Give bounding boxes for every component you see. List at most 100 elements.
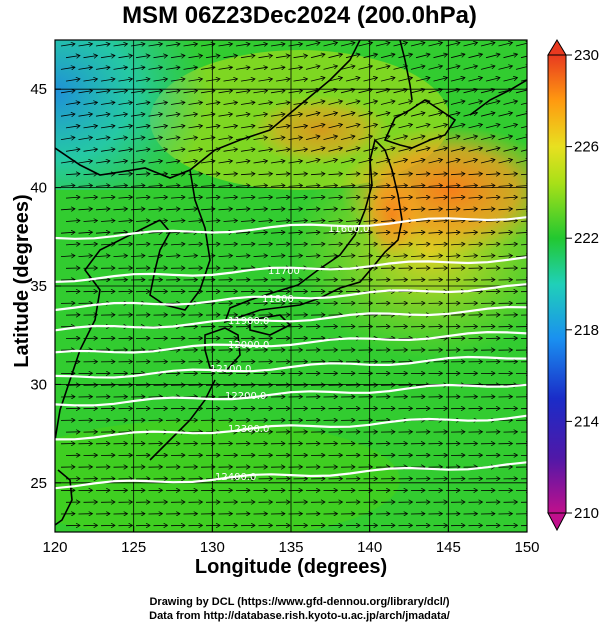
wind-vector [188,197,203,198]
contour-label: 12400.0 [215,472,256,483]
wind-vector [340,232,355,233]
wind-vector [375,185,390,186]
wind-vector [468,148,483,152]
wind-vector [345,197,360,198]
wind-vector [450,101,465,105]
x-tick-label: 120 [42,539,67,556]
wind-vector [135,244,150,245]
map-title: MSM 06Z23Dec2024 (200.0hPa) [122,2,477,29]
wind-vector [428,209,443,210]
wind-vector [83,197,98,198]
x-tick-label: 140 [357,539,382,556]
wind-vector [428,256,443,257]
wind-vector [323,256,338,257]
wind-vector [515,113,527,117]
wind-vector [328,174,343,175]
wind-vector [95,161,110,163]
wind-vector [83,102,98,104]
wind-vector [398,244,413,245]
wind-vector [415,197,430,198]
wind-vector [223,149,238,151]
wind-vector [288,185,303,186]
coastline-kyushu [204,327,241,373]
wind-vector [253,256,268,257]
y-tick-label: 25 [30,475,47,492]
wind-vector [288,44,303,46]
wind-vector [450,221,465,222]
wind-vector [380,221,395,222]
wind-vector [240,56,255,58]
wind-vector [235,209,250,210]
wind-vector [148,44,163,46]
contour-label: 11700 [268,266,300,277]
wind-vector [410,160,425,164]
wind-vector [113,209,128,210]
wind-vector [345,148,360,152]
wind-vector [450,197,465,198]
wind-vector [270,161,285,163]
wind-vector [258,102,273,104]
wind-vector [95,91,110,93]
wind-vector [340,66,355,70]
wind-vector [270,256,285,257]
wind-vector [293,102,308,104]
colorbar-tick-label: 218 [574,322,599,339]
wind-vector [270,232,285,233]
wind-vector [170,197,185,198]
wind-vector [310,54,325,59]
wind-vector [310,244,325,245]
wind-vector [480,89,495,94]
contour-line [55,414,527,441]
coastline-taiwan [55,469,73,526]
wind-vector [393,66,408,70]
field-orange-honshu [362,170,422,260]
wind-vector [200,67,215,69]
wind-vector [135,197,150,198]
wind-vector [223,56,238,58]
wind-vector [258,244,273,245]
wind-vector [288,137,303,139]
wind-vector [485,197,500,198]
colorbar-tick-label: 210 [574,505,599,522]
wind-vector [463,209,478,210]
wind-vector [310,221,325,222]
wind-vector [323,209,338,210]
wind-vector [60,137,75,139]
wind-vector [480,136,495,140]
wind-vector [398,78,413,82]
wind-vector [328,124,343,129]
wind-vector [480,160,495,164]
wind-vector [380,101,395,105]
wind-vector [130,114,145,116]
wind-vector [148,114,163,116]
x-tick-label: 145 [436,539,461,556]
wind-vector [270,209,285,210]
wind-vector [498,66,513,70]
wind-vector [415,54,430,59]
wind-vector [253,185,268,186]
wind-vector [340,113,355,117]
wind-vector [200,161,215,163]
wind-vector [60,209,75,210]
wind-vector [218,209,233,210]
wind-vector [433,124,448,129]
wind-vector [310,124,325,129]
wind-vector [183,161,198,163]
wind-vector [235,67,250,69]
wind-vector [520,220,527,222]
colorbar-top-triangle [547,39,567,56]
wind-vector [153,126,168,128]
wind-vector [183,67,198,69]
height-contours [55,216,527,490]
wind-vector [305,113,320,117]
wind-vector [100,102,115,104]
wind-vector [515,232,527,233]
wind-vector [305,136,320,140]
wind-vector [205,126,220,128]
wind-vector [183,114,198,116]
wind-vector [323,232,338,233]
wind-vector [165,44,180,46]
wind-vector [65,56,80,58]
wind-vector [293,56,308,58]
